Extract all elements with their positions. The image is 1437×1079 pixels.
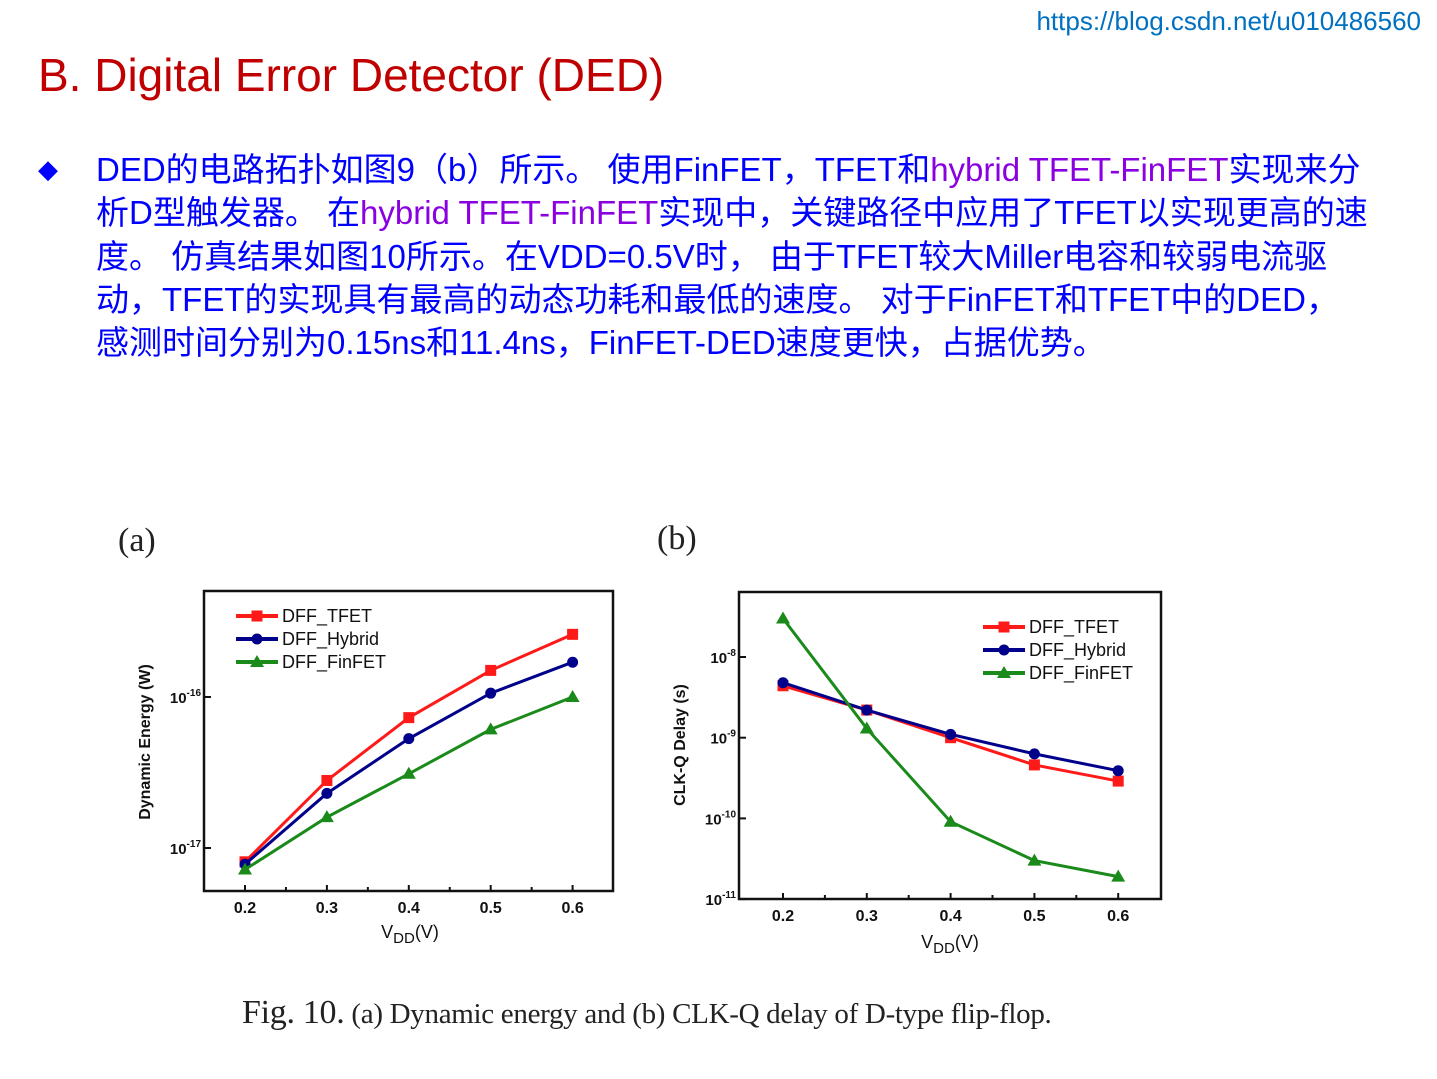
x-tick-label: 0.2 <box>772 908 794 925</box>
square-marker-icon <box>567 628 579 640</box>
y-tick-label: 10-16 <box>170 688 202 707</box>
x-axis-label: VDD(V) <box>381 922 439 947</box>
text-segment: DED的电路拓扑如图9（b）所示。 使用FinFET，TFET和 <box>96 151 931 188</box>
triangle-marker-icon <box>250 655 264 667</box>
caption-figure-number: Fig. 10. <box>242 994 345 1031</box>
bullet-paragraph: ◆ DED的电路拓扑如图9（b）所示。 使用FinFET，TFET和hybrid… <box>38 148 1368 364</box>
triangle-marker-icon <box>943 814 958 827</box>
body-text: DED的电路拓扑如图9（b）所示。 使用FinFET，TFET和hybrid T… <box>96 148 1368 364</box>
square-marker-icon <box>485 664 497 676</box>
series-dff-hybrid <box>777 677 1124 777</box>
source-url-link[interactable]: https://blog.csdn.net/u010486560 <box>1036 6 1421 36</box>
legend-item: DFF_TFET <box>983 617 1119 638</box>
triangle-marker-icon <box>776 611 790 624</box>
legend-label: DFF_Hybrid <box>1029 640 1126 661</box>
legend-item: DFF_Hybrid <box>236 629 379 650</box>
square-marker-icon <box>403 712 415 724</box>
circle-marker-icon <box>998 644 1010 656</box>
diamond-bullet-icon: ◆ <box>38 154 58 184</box>
x-tick-label: 0.5 <box>480 900 502 917</box>
y-axis-label: CLK-Q Delay (s) <box>672 684 689 806</box>
triangle-marker-icon <box>1027 853 1042 866</box>
circle-marker-icon <box>485 687 497 699</box>
plot-frame <box>737 590 1163 901</box>
text-segment: 实现中，关键路径中应用了TFET以实现更高的速度。 仿真结果如图10所示。在VD… <box>96 194 1368 362</box>
x-tick-label: 0.6 <box>1107 908 1129 925</box>
circle-marker-icon <box>861 704 873 716</box>
legend-label: DFF_Hybrid <box>282 629 379 650</box>
figure-caption: Fig. 10. (a) Dynamic energy and (b) CLK-… <box>242 994 1052 1032</box>
triangle-marker-icon <box>565 690 580 702</box>
circle-marker-icon <box>777 677 789 689</box>
x-tick-label: 0.4 <box>398 900 420 917</box>
legend-label: DFF_TFET <box>1029 617 1119 638</box>
circle-marker-icon <box>403 733 415 745</box>
highlight-text: hybrid TFET-FinFET <box>360 194 659 232</box>
caption-text: (a) Dynamic energy and (b) CLK-Q delay o… <box>344 998 1052 1030</box>
x-tick-label: 0.3 <box>316 900 338 917</box>
square-marker-icon <box>321 774 333 786</box>
circle-marker-icon <box>567 656 579 668</box>
y-tick-label: 10-10 <box>705 809 737 828</box>
legend-label: DFF_FinFET <box>282 652 386 673</box>
circle-marker-icon <box>251 633 263 645</box>
square-marker-icon <box>1112 775 1124 787</box>
triangle-marker-icon <box>859 721 874 734</box>
square-marker-icon <box>1028 759 1040 771</box>
panel-label-a: (a) <box>118 522 156 559</box>
circle-marker-icon <box>1028 748 1040 760</box>
circle-marker-icon <box>945 728 957 740</box>
highlight-text: hybrid TFET-FinFET <box>930 151 1229 188</box>
series-dff-finfet <box>776 611 1126 882</box>
x-tick-label: 0.3 <box>856 908 878 925</box>
circle-marker-icon <box>321 787 333 799</box>
y-tick-label: 10-11 <box>705 890 736 909</box>
text-segment: 实现来分析D型触发器。 在 <box>96 151 1361 232</box>
legend-item: DFF_Hybrid <box>983 640 1126 661</box>
legend-label: DFF_TFET <box>282 606 372 627</box>
square-marker-icon <box>998 621 1010 633</box>
x-tick-label: 0.6 <box>561 900 583 917</box>
panel-label-b: (b) <box>657 520 697 557</box>
slide-title: B. Digital Error Detector (DED) <box>38 49 665 101</box>
dynamic-energy-plot: 0.2 0.3 0.4 0.5 0.6 10-16 10-17 Dynamic Energy … <box>137 589 615 947</box>
x-tick-label: 0.5 <box>1023 908 1045 925</box>
y-tick-label: 10-8 <box>710 648 736 667</box>
legend-label: DFF_FinFET <box>1029 663 1133 684</box>
triangle-marker-icon <box>319 810 334 823</box>
x-tick-label: 0.2 <box>234 900 256 917</box>
series-dff-finfet <box>238 690 580 875</box>
triangle-marker-icon <box>238 862 252 875</box>
triangle-marker-icon <box>1111 869 1126 882</box>
square-marker-icon <box>251 610 263 622</box>
legend-item: DFF_TFET <box>236 606 372 627</box>
x-tick-label: 0.4 <box>939 908 961 925</box>
circle-marker-icon <box>1112 765 1124 777</box>
triangle-marker-icon <box>483 722 498 735</box>
legend-item: DFF_FinFET <box>983 663 1133 684</box>
triangle-marker-icon <box>401 766 416 779</box>
y-tick-label: 10-17 <box>170 839 202 858</box>
x-axis-label: VDD(V) <box>921 932 979 957</box>
clk-q-delay-plot: 0.2 0.3 0.4 0.5 0.6 10-8 10-9 10-10 10-11 CLK-Q D… <box>672 590 1163 957</box>
legend-item: DFF_FinFET <box>236 652 386 673</box>
y-axis-label: Dynamic Energy (W) <box>137 664 154 820</box>
triangle-marker-icon <box>997 666 1011 678</box>
y-tick-label: 10-9 <box>710 729 736 748</box>
